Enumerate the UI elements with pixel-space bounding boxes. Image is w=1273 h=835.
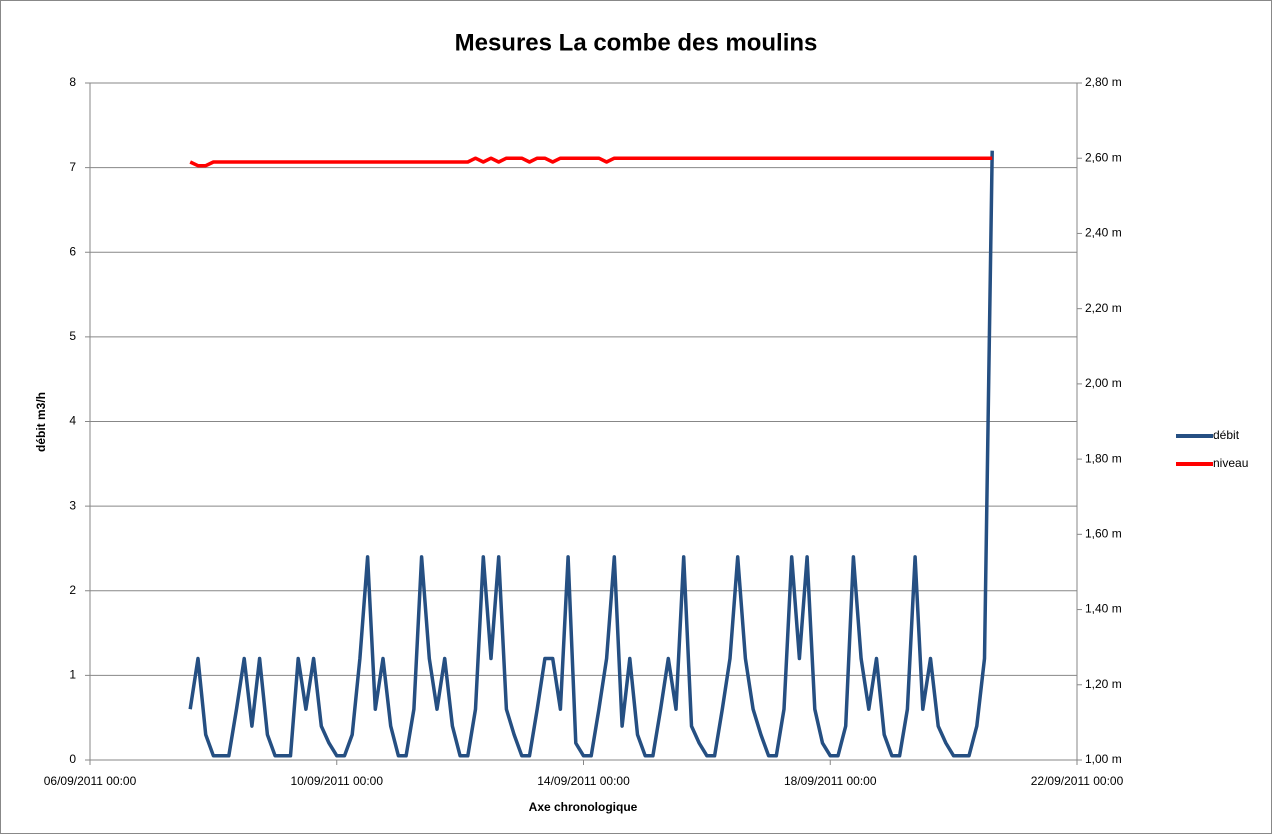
y2-tick-label: 1,60 m <box>1085 527 1122 541</box>
x-tick-label: 18/09/2011 00:00 <box>784 774 877 788</box>
y-tick-label: 8 <box>69 75 76 89</box>
y2-tick-label: 1,20 m <box>1085 677 1122 691</box>
y2-tick-label: 2,40 m <box>1085 226 1122 240</box>
y2-tick-label: 2,00 m <box>1085 376 1122 390</box>
y2-tick-label: 1,80 m <box>1085 451 1122 465</box>
y-axis-label: débit m3/h <box>34 392 48 452</box>
y-tick-label: 0 <box>69 752 76 766</box>
x-tick-label: 14/09/2011 00:00 <box>537 774 630 788</box>
y-tick-label: 3 <box>69 498 76 512</box>
series-line <box>189 156 993 168</box>
y2-tick-label: 1,40 m <box>1085 602 1122 616</box>
y-tick-label: 7 <box>69 160 76 174</box>
y-tick-label: 6 <box>69 244 76 258</box>
x-tick-label: 06/09/2011 00:00 <box>44 774 137 788</box>
y-tick-label: 1 <box>69 668 76 682</box>
y-tick-label: 4 <box>69 414 76 428</box>
y-tick-label: 5 <box>69 329 76 343</box>
y-tick-label: 2 <box>69 583 76 597</box>
legend-label: niveau <box>1213 456 1248 470</box>
y2-tick-label: 2,60 m <box>1085 150 1122 164</box>
y2-tick-label: 1,00 m <box>1085 752 1122 766</box>
y2-tick-label: 2,80 m <box>1085 75 1122 89</box>
x-tick-label: 22/09/2011 00:00 <box>1031 774 1124 788</box>
legend-label: débit <box>1213 428 1240 442</box>
series-line <box>188 150 994 758</box>
y2-tick-label: 2,20 m <box>1085 301 1122 315</box>
x-tick-label: 10/09/2011 00:00 <box>290 774 383 788</box>
x-axis-label: Axe chronologique <box>529 800 638 814</box>
chart-title: Mesures La combe des moulins <box>455 29 818 56</box>
